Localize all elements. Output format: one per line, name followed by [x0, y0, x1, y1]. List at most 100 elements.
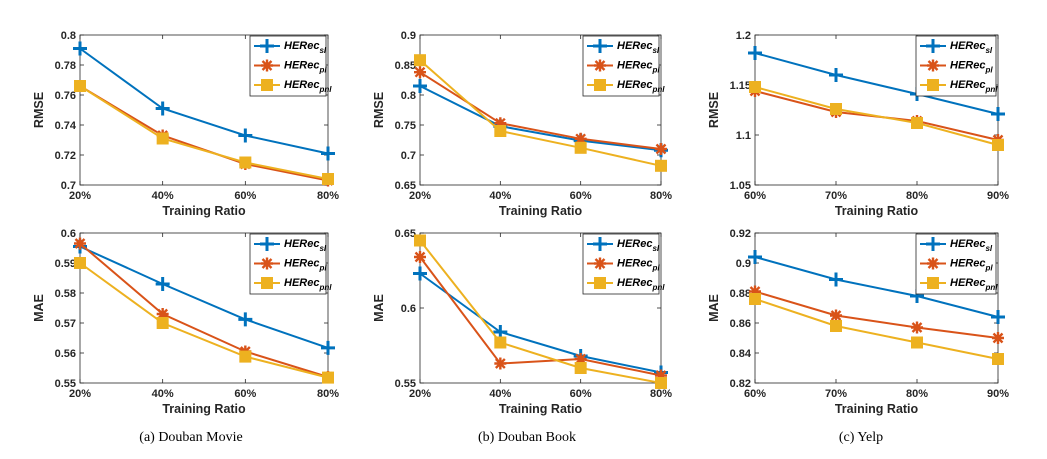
y-tick-label: 0.7 — [401, 150, 416, 162]
x-tick-label: 90% — [987, 190, 1009, 202]
chart-panel: 0.7 0.72 0.74 0.76 0.78 0.8 20% 40% 60% 80% Traini… — [32, 30, 339, 218]
data-point-sl — [748, 250, 762, 264]
series-line-pl — [79, 242, 329, 378]
x-tick-label: 80% — [650, 388, 672, 400]
data-point-pl — [74, 237, 86, 250]
series-line-pl — [79, 85, 329, 182]
legend-label-pl: HERecpl — [617, 258, 660, 273]
data-point-pl — [156, 308, 169, 320]
x-tick-label: 60% — [234, 190, 256, 202]
legend-label-pnl: HERecpnl — [284, 277, 332, 292]
x-tick-label: 60% — [744, 388, 766, 400]
data-point-sl — [155, 101, 170, 116]
data-point-pnl — [749, 81, 761, 93]
y-tick-label: 0.82 — [730, 378, 751, 390]
series-line-pl — [419, 256, 662, 377]
chart-panel: 1.05 1.1 1.15 1.2 60% 70% 80% 90% Training Ratio… — [707, 30, 1009, 218]
data-point-sl — [991, 107, 1005, 121]
legend-marker-pnl — [594, 277, 606, 289]
y-tick-label: 0.6 — [401, 303, 416, 315]
data-point-pnl — [414, 54, 426, 67]
y-axis-label: MAE — [32, 294, 46, 322]
y-tick-label: 0.74 — [55, 120, 77, 132]
data-point-sl — [413, 79, 427, 93]
data-point-pnl — [239, 350, 252, 363]
data-point-pnl — [830, 103, 842, 115]
legend-marker-sl — [593, 237, 607, 251]
series-line-pnl — [754, 298, 999, 360]
x-tick-label: 90% — [987, 388, 1009, 400]
y-axis-label: RMSE — [707, 92, 721, 128]
x-tick-label: 70% — [825, 388, 847, 400]
y-tick-label: 0.8 — [401, 90, 416, 102]
data-point-pnl — [239, 156, 252, 169]
data-point-pnl — [911, 336, 923, 349]
y-tick-label: 1.1 — [736, 130, 751, 142]
y-tick-label: 0.76 — [55, 90, 76, 102]
data-point-pl — [574, 132, 587, 145]
legend-label-pl: HERecpl — [950, 258, 993, 273]
legend-marker-sl — [926, 39, 940, 53]
legend-label-pl: HERecpl — [950, 60, 993, 75]
x-tick-label: 60% — [570, 190, 592, 202]
legend-label-pl: HERecpl — [617, 60, 660, 75]
legend-marker-pnl — [927, 79, 939, 91]
chart-panel: 0.55 0.56 0.57 0.58 0.59 0.6 20% 40% 60% 80% Train… — [32, 228, 339, 416]
data-point-pl — [830, 309, 842, 322]
legend-marker-sl — [260, 237, 274, 251]
series-line-pnl — [419, 59, 662, 167]
data-point-pnl — [749, 293, 761, 305]
y-axis-label: MAE — [372, 294, 386, 322]
data-point-pl — [911, 321, 923, 334]
x-axis-label: Training Ratio — [499, 204, 583, 218]
legend-label-pnl: HERecpnl — [617, 277, 665, 292]
data-point-pnl — [574, 362, 587, 374]
x-tick-label: 60% — [234, 388, 256, 400]
data-point-pnl — [494, 336, 507, 349]
legend-label-pl: HERecpl — [284, 258, 327, 273]
y-tick-label: 1.05 — [730, 180, 751, 192]
data-point-pnl — [655, 159, 667, 172]
y-tick-label: 0.9 — [401, 30, 416, 42]
y-tick-label: 0.75 — [395, 120, 416, 132]
data-point-pnl — [655, 377, 667, 389]
legend-label-sl: HERecsl — [617, 238, 660, 253]
x-tick-label: 20% — [69, 388, 91, 400]
legend-label-pnl: HERecpnl — [950, 79, 998, 94]
y-tick-label: 0.86 — [730, 318, 751, 330]
y-tick-label: 0.7 — [61, 180, 76, 192]
data-point-sl — [155, 277, 170, 291]
y-tick-label: 0.78 — [55, 60, 76, 72]
x-tick-label: 80% — [906, 388, 928, 400]
chart-panel: 0.55 0.6 0.65 20% 40% 60% 80% Training Ratio MAE… — [372, 228, 672, 416]
x-axis-label: Training Ratio — [835, 402, 919, 416]
x-tick-label: 40% — [489, 190, 511, 202]
data-point-pl — [414, 251, 426, 263]
y-tick-label: 1.15 — [730, 80, 751, 92]
y-tick-label: 1.2 — [736, 30, 751, 42]
data-point-pnl — [574, 141, 587, 154]
legend-marker-pnl — [261, 79, 273, 91]
x-tick-label: 60% — [744, 190, 766, 202]
data-point-pnl — [74, 80, 86, 92]
x-tick-label: 80% — [906, 190, 928, 202]
data-point-sl — [238, 312, 253, 327]
data-point-sl — [73, 41, 87, 56]
y-tick-label: 0.57 — [55, 318, 76, 330]
legend-marker-sl — [593, 39, 607, 53]
y-tick-label: 0.85 — [395, 60, 416, 72]
y-tick-label: 0.72 — [55, 150, 76, 162]
data-point-sl — [829, 272, 843, 287]
axes-frame — [79, 34, 329, 186]
legend-marker-pnl — [594, 79, 606, 91]
data-point-pl — [574, 353, 587, 365]
legend-marker-pl — [594, 257, 606, 270]
series-line-pnl — [419, 239, 662, 384]
y-axis-label: MAE — [707, 294, 721, 322]
data-point-pnl — [911, 117, 923, 129]
y-tick-label: 0.55 — [395, 378, 416, 390]
legend-label-pnl: HERecpnl — [617, 79, 665, 94]
series-line-pnl — [79, 85, 329, 180]
legend-marker-pl — [261, 257, 273, 270]
x-axis-label: Training Ratio — [162, 402, 246, 416]
